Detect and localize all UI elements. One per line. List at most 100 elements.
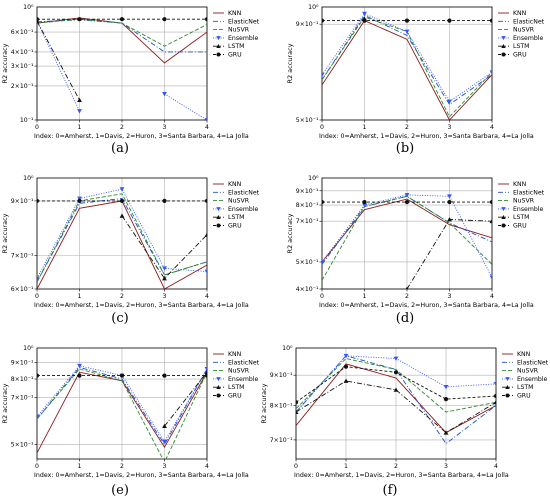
x-tick-label: 0 — [35, 463, 39, 470]
series-marker-gru — [77, 198, 82, 203]
legend-marker — [216, 215, 221, 219]
legend-marker — [216, 223, 221, 228]
legend-label-nusvr: NuSVR — [513, 198, 535, 205]
y-tick-label: 6×10⁻¹ — [11, 286, 34, 293]
series-line-lstm — [164, 371, 207, 427]
legend-label-elasticnet: ElasticNet — [517, 359, 549, 366]
y-tick-label: 8×10⁻¹ — [296, 202, 319, 209]
series-marker-gru — [489, 18, 492, 23]
x-tick-label: 0 — [294, 463, 298, 470]
x-tick-label: 4 — [494, 463, 498, 470]
series-line-nusvr — [37, 368, 207, 459]
series-marker-gru — [204, 198, 207, 203]
x-tick-label: 2 — [394, 463, 398, 470]
series-line-elasticnet — [322, 195, 492, 265]
x-tick-label: 1 — [78, 293, 82, 300]
legend-marker — [505, 393, 510, 398]
series-marker-lstm — [493, 399, 496, 405]
series-marker-ensemble — [322, 260, 325, 265]
series-marker-ensemble — [37, 414, 40, 420]
series-marker-lstm — [405, 286, 409, 289]
series-line-lstm — [37, 20, 80, 101]
series-marker-ensemble — [362, 11, 367, 17]
legend-label-gru: GRU — [513, 223, 527, 230]
y-tick-label: 10⁻¹ — [20, 117, 34, 124]
legend-marker — [216, 207, 221, 212]
series-marker-gru — [162, 17, 167, 22]
legend-marker — [501, 215, 506, 219]
legend-marker — [501, 223, 506, 228]
series-marker-lstm — [489, 218, 492, 224]
series-marker-lstm — [204, 232, 207, 237]
series-marker-gru — [404, 199, 410, 205]
series-marker-gru — [362, 199, 367, 205]
series-line-elasticnet — [322, 14, 492, 106]
legend-marker — [501, 36, 506, 41]
series-line-ensemble — [322, 194, 492, 278]
x-axis-label: Index: 0=Amherst, 1=Davis, 2=Huron, 3=Sa… — [319, 302, 534, 309]
series-marker-ensemble — [489, 275, 492, 280]
series-marker-lstm — [443, 430, 449, 435]
x-tick-label: 1 — [78, 124, 82, 131]
legend-label-lstm: LSTM — [517, 384, 534, 391]
legend-label-lstm: LSTM — [228, 214, 245, 221]
y-tick-label: 7×10⁻¹ — [11, 395, 34, 402]
y-tick-label: 8×10⁻¹ — [11, 376, 34, 383]
y-tick-label: 5×10⁻¹ — [296, 259, 319, 266]
y-tick-label: 8×10⁻¹ — [270, 402, 293, 409]
series-marker-gru — [447, 199, 452, 205]
legend-label-lstm: LSTM — [513, 214, 530, 221]
legend-label-ensemble: Ensemble — [228, 376, 259, 383]
x-axis-label: Index: 0=Amherst, 1=Davis, 2=Huron, 3=Sa… — [34, 472, 249, 479]
legend-marker — [501, 52, 506, 57]
legend-label-nusvr: NuSVR — [517, 368, 539, 375]
x-tick-label: 2 — [120, 293, 124, 300]
legend-label-knn: KNN — [517, 351, 531, 358]
x-axis-label: Index: 0=Amherst, 1=Davis, 2=Huron, 3=Sa… — [294, 472, 509, 479]
legend-label-ensemble: Ensemble — [228, 35, 259, 42]
y-tick-label: 7×10⁻¹ — [11, 253, 34, 260]
series-marker-ensemble — [362, 203, 367, 208]
x-tick-label: 4 — [205, 463, 209, 470]
series-group — [322, 192, 492, 289]
series-marker-gru — [447, 18, 452, 23]
x-tick-label: 0 — [35, 124, 39, 131]
x-tick-label: 4 — [205, 124, 209, 131]
x-axis-label: Index: 0=Amherst, 1=Davis, 2=Huron, 3=Sa… — [34, 302, 249, 309]
legend-marker — [216, 377, 221, 382]
series-marker-ensemble — [204, 269, 207, 275]
x-tick-label: 1 — [363, 124, 367, 131]
series-group — [37, 187, 207, 289]
series-marker-lstm — [447, 217, 452, 222]
subfigure-caption: (b) — [396, 141, 414, 156]
x-tick-label: 3 — [448, 293, 452, 300]
legend-label-knn: KNN — [513, 10, 527, 17]
x-tick-label: 1 — [344, 463, 348, 470]
chart-panel-d: 0 1 2 3 4 4×10⁻¹ 5×10⁻¹ 7×10⁻¹ 8×10⁻¹ 9×10⁻¹ 10⁰ R2… — [286, 175, 545, 326]
series-line-nusvr — [37, 18, 207, 47]
series-marker-lstm — [204, 369, 207, 375]
x-tick-label: 4 — [490, 124, 494, 131]
series-marker-ensemble — [447, 99, 452, 104]
legend-label-nusvr: NuSVR — [228, 27, 250, 34]
series-marker-ensemble — [493, 381, 496, 387]
chart-panel-f: 0 1 2 3 4 7×10⁻¹ 8×10⁻¹ 9×10⁻¹ 10⁰ R2 accuracy Ind… — [260, 345, 549, 498]
chart-panel-e: 0 1 2 3 4 5×10⁻¹ 7×10⁻¹ 8×10⁻¹ 9×10⁻¹ 10⁰ R2 accur… — [1, 345, 260, 498]
x-tick-label: 0 — [320, 293, 324, 300]
x-tick-label: 3 — [444, 463, 448, 470]
series-marker-gru — [119, 373, 125, 378]
legend-label-elasticnet: ElasticNet — [513, 189, 545, 196]
series-marker-lstm — [393, 387, 399, 392]
series-marker-gru — [37, 17, 40, 22]
legend-label-lstm: LSTM — [228, 43, 245, 50]
subfigure-caption: (f) — [383, 483, 398, 498]
legend-label-lstm: LSTM — [513, 43, 530, 50]
series-marker-ensemble — [447, 194, 452, 199]
series-marker-ensemble — [77, 109, 82, 114]
series-marker-ensemble — [204, 118, 207, 120]
x-tick-label: 2 — [405, 293, 409, 300]
y-tick-label: 2×10⁻¹ — [11, 83, 34, 90]
y-axis-label: R2 accuracy — [1, 43, 9, 83]
chart-panel-b: 0 1 2 3 4 5×10⁻¹ 9×10⁻¹ 10⁰ R2 accuracy Index: 0=… — [286, 4, 545, 156]
